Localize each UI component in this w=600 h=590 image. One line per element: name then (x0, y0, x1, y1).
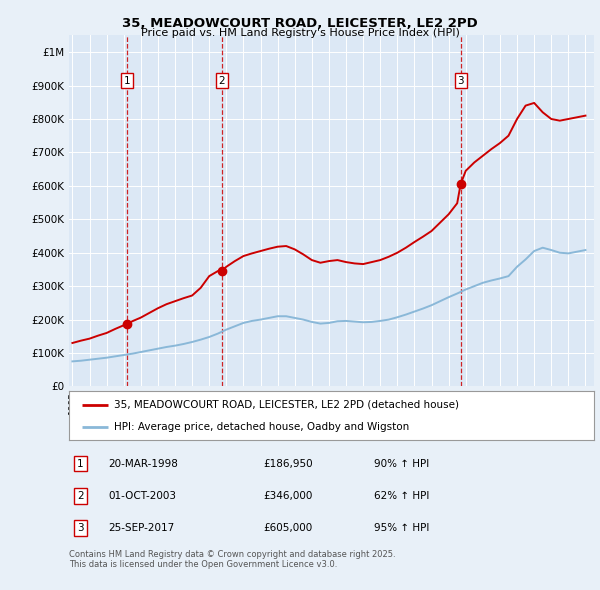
Text: 1: 1 (77, 458, 84, 468)
Text: 3: 3 (457, 76, 464, 86)
Text: £186,950: £186,950 (263, 458, 313, 468)
Text: 2: 2 (219, 76, 226, 86)
Text: 1: 1 (124, 76, 130, 86)
Text: 25-SEP-2017: 25-SEP-2017 (109, 523, 175, 533)
Text: 35, MEADOWCOURT ROAD, LEICESTER, LE2 2PD (detached house): 35, MEADOWCOURT ROAD, LEICESTER, LE2 2PD… (113, 399, 458, 409)
Text: HPI: Average price, detached house, Oadby and Wigston: HPI: Average price, detached house, Oadb… (113, 422, 409, 432)
Text: 35, MEADOWCOURT ROAD, LEICESTER, LE2 2PD: 35, MEADOWCOURT ROAD, LEICESTER, LE2 2PD (122, 17, 478, 30)
Text: 62% ↑ HPI: 62% ↑ HPI (373, 491, 429, 500)
Text: 2: 2 (77, 491, 84, 500)
Text: 90% ↑ HPI: 90% ↑ HPI (373, 458, 429, 468)
Text: Contains HM Land Registry data © Crown copyright and database right 2025.
This d: Contains HM Land Registry data © Crown c… (69, 550, 395, 569)
Text: 95% ↑ HPI: 95% ↑ HPI (373, 523, 429, 533)
Text: £605,000: £605,000 (263, 523, 313, 533)
Text: Price paid vs. HM Land Registry's House Price Index (HPI): Price paid vs. HM Land Registry's House … (140, 28, 460, 38)
Text: 01-OCT-2003: 01-OCT-2003 (109, 491, 176, 500)
Text: 3: 3 (77, 523, 84, 533)
Text: £346,000: £346,000 (263, 491, 313, 500)
Text: 20-MAR-1998: 20-MAR-1998 (109, 458, 178, 468)
